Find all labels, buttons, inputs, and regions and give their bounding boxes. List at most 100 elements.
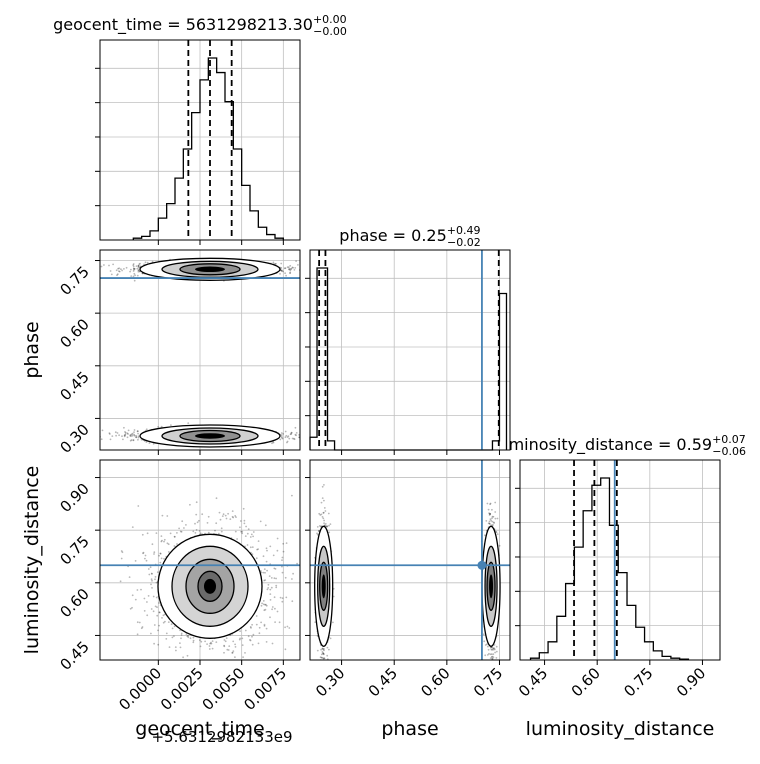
scatter-point bbox=[223, 652, 225, 654]
scatter-point bbox=[187, 422, 189, 424]
scatter-point bbox=[275, 568, 277, 570]
scatter-point bbox=[279, 439, 281, 441]
scatter-point bbox=[269, 616, 271, 618]
scatter-point bbox=[269, 546, 271, 548]
panel-background bbox=[520, 460, 720, 660]
scatter-point bbox=[171, 623, 173, 625]
scatter-point bbox=[322, 664, 324, 666]
scatter-point bbox=[137, 633, 139, 635]
scatter-point bbox=[242, 656, 244, 658]
scatter-point bbox=[162, 671, 164, 673]
scatter-point bbox=[179, 642, 181, 644]
scatter-point bbox=[128, 430, 130, 432]
scatter-point bbox=[291, 578, 293, 580]
scatter-point bbox=[133, 263, 135, 265]
y-tick-label: 0.90 bbox=[56, 480, 92, 516]
scatter-point bbox=[245, 535, 247, 537]
scatter-point bbox=[130, 269, 132, 271]
scatter-point bbox=[153, 643, 155, 645]
scatter-point bbox=[258, 540, 260, 542]
scatter-point bbox=[251, 624, 253, 626]
scatter-point bbox=[190, 637, 192, 639]
scatter-point bbox=[214, 530, 216, 532]
scatter-point bbox=[137, 589, 139, 591]
scatter-point bbox=[268, 584, 270, 586]
scatter-point bbox=[294, 269, 296, 271]
scatter-point bbox=[239, 526, 241, 528]
scatter-point bbox=[144, 558, 146, 560]
scatter-point bbox=[261, 603, 263, 605]
scatter-point bbox=[300, 269, 302, 271]
scatter-point bbox=[280, 597, 282, 599]
scatter-point bbox=[266, 628, 268, 630]
scatter-point bbox=[215, 641, 217, 643]
scatter-point bbox=[174, 536, 176, 538]
scatter-point bbox=[143, 552, 145, 554]
scatter-point bbox=[185, 524, 187, 526]
scatter-point bbox=[227, 513, 229, 515]
scatter-point bbox=[235, 646, 237, 648]
ylabel-phase: phase bbox=[21, 321, 43, 378]
scatter-point bbox=[145, 555, 147, 557]
scatter-point bbox=[317, 650, 319, 652]
scatter-point bbox=[133, 431, 135, 433]
y-tick-label: 0.60 bbox=[56, 315, 92, 351]
scatter-point bbox=[250, 536, 252, 538]
scatter-point bbox=[294, 267, 296, 269]
scatter-point bbox=[286, 442, 288, 444]
scatter-point bbox=[133, 439, 135, 441]
scatter-point bbox=[285, 431, 287, 433]
scatter-point bbox=[261, 605, 263, 607]
scatter-point bbox=[200, 641, 202, 643]
scatter-point bbox=[282, 572, 284, 574]
scatter-point bbox=[117, 273, 119, 275]
scatter-point bbox=[151, 587, 153, 589]
scatter-point bbox=[159, 562, 161, 564]
scatter-point bbox=[282, 433, 284, 435]
scatter-point bbox=[163, 558, 165, 560]
scatter-point bbox=[275, 578, 277, 580]
scatter-point bbox=[239, 630, 241, 632]
scatter-point bbox=[244, 523, 246, 525]
scatter-point bbox=[132, 594, 134, 596]
scatter-point bbox=[272, 606, 274, 608]
scatter-point bbox=[187, 635, 189, 637]
scatter-point bbox=[250, 546, 252, 548]
scatter-point bbox=[281, 437, 283, 439]
scatter-point bbox=[223, 645, 225, 647]
scatter-point bbox=[172, 628, 174, 630]
scatter-point bbox=[251, 534, 253, 536]
scatter-point bbox=[215, 522, 217, 524]
scatter-point bbox=[322, 670, 324, 672]
scatter-point bbox=[263, 600, 265, 602]
scatter-point bbox=[102, 430, 104, 432]
scatter-point bbox=[283, 551, 285, 553]
scatter-point bbox=[245, 630, 247, 632]
scatter-point bbox=[120, 580, 122, 582]
scatter-point bbox=[161, 558, 163, 560]
scatter-point bbox=[199, 530, 201, 532]
scatter-point bbox=[273, 555, 275, 557]
scatter-point bbox=[271, 587, 273, 589]
scatter-point bbox=[232, 510, 234, 512]
scatter-point bbox=[269, 593, 271, 595]
scatter-point bbox=[234, 515, 236, 517]
x-tick-label: 0.0050 bbox=[199, 664, 249, 714]
scatter-point bbox=[232, 516, 234, 518]
scatter-point bbox=[264, 572, 266, 574]
scatter-point bbox=[134, 429, 136, 431]
scatter-point bbox=[153, 553, 155, 555]
scatter-point bbox=[193, 637, 195, 639]
scatter-point bbox=[247, 544, 249, 546]
scatter-point bbox=[292, 573, 294, 575]
scatter-point bbox=[201, 513, 203, 515]
scatter-point bbox=[169, 646, 171, 648]
scatter-point bbox=[258, 643, 260, 645]
scatter-point bbox=[135, 560, 137, 562]
scatter-point bbox=[117, 432, 119, 434]
scatter-point bbox=[241, 638, 243, 640]
scatter-point bbox=[123, 427, 125, 429]
density-peak bbox=[195, 267, 225, 273]
scatter-point bbox=[196, 501, 198, 503]
scatter-point bbox=[150, 633, 152, 635]
